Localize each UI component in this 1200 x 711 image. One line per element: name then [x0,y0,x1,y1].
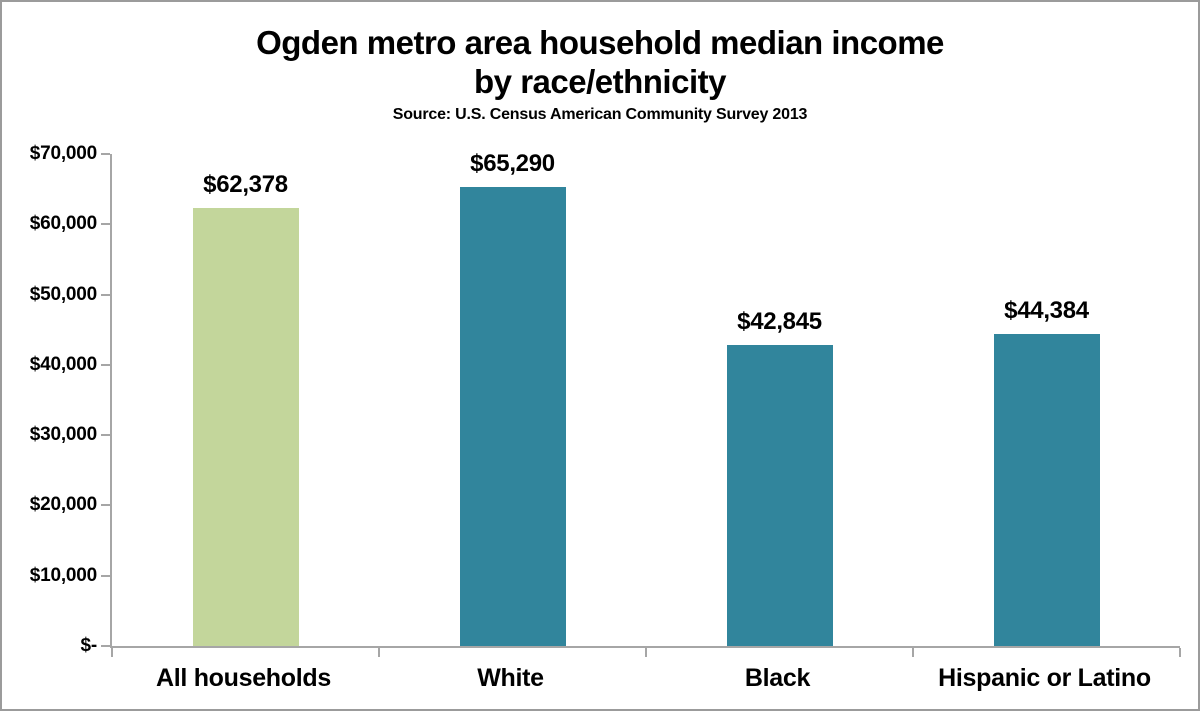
bar-white [459,187,566,646]
y-axis-tick [101,293,110,296]
bar-all-households [192,207,299,646]
x-axis-tick [111,648,113,657]
bar-value-label-black: $42,845 [737,307,822,335]
chart-header: Ogden metro area household median income… [2,23,1198,124]
y-tick-label: $40,000 [29,353,97,375]
x-axis: All households White Black Hispanic or Lati… [110,664,1178,693]
y-tick-label: $70,000 [29,143,97,164]
category-label-all-households: All households [156,664,331,692]
y-tick-label: $30,000 [29,424,97,446]
chart-title-line-1: Ogden metro area household median income [256,24,944,61]
bar-value-label-hispanic-or-latino: $44,384 [1004,297,1089,325]
y-tick-label: $20,000 [29,494,97,516]
y-axis-tick [101,504,110,507]
bar-black [726,344,833,646]
y-axis-tick [101,153,110,155]
x-axis-tick [1179,648,1181,657]
category-label-hispanic-or-latino: Hispanic or Latino [938,664,1151,692]
x-axis-tick [378,648,380,657]
y-tick-label: $10,000 [29,564,97,586]
y-axis: $- $10,000 $20,000 $30,000 $40,000 $50,000 $60… [2,143,97,656]
y-tick-label: $- [80,635,98,656]
y-axis-tick [101,434,110,437]
x-axis-tick [645,648,647,657]
bar-hispanic-or-latino [993,334,1100,646]
chart-subtitle: Source: U.S. Census American Community S… [392,106,808,123]
plot-area: $62,378 $65,290 $42,845 $44,384 [101,150,1181,657]
category-label-black: Black [744,664,811,692]
category-label-white: White [477,664,544,692]
bar-value-label-white: $65,290 [470,150,555,178]
chart-title-line-2: by race/ethnicity [474,63,726,100]
y-axis-tick [101,363,110,366]
x-axis-tick [912,648,914,657]
y-axis-tick [101,645,110,647]
y-tick-label: $60,000 [29,213,97,235]
y-tick-label: $50,000 [29,283,97,305]
bar-value-label-all-households: $62,378 [203,170,288,198]
y-axis-tick [101,574,110,577]
y-axis-tick [101,223,110,226]
